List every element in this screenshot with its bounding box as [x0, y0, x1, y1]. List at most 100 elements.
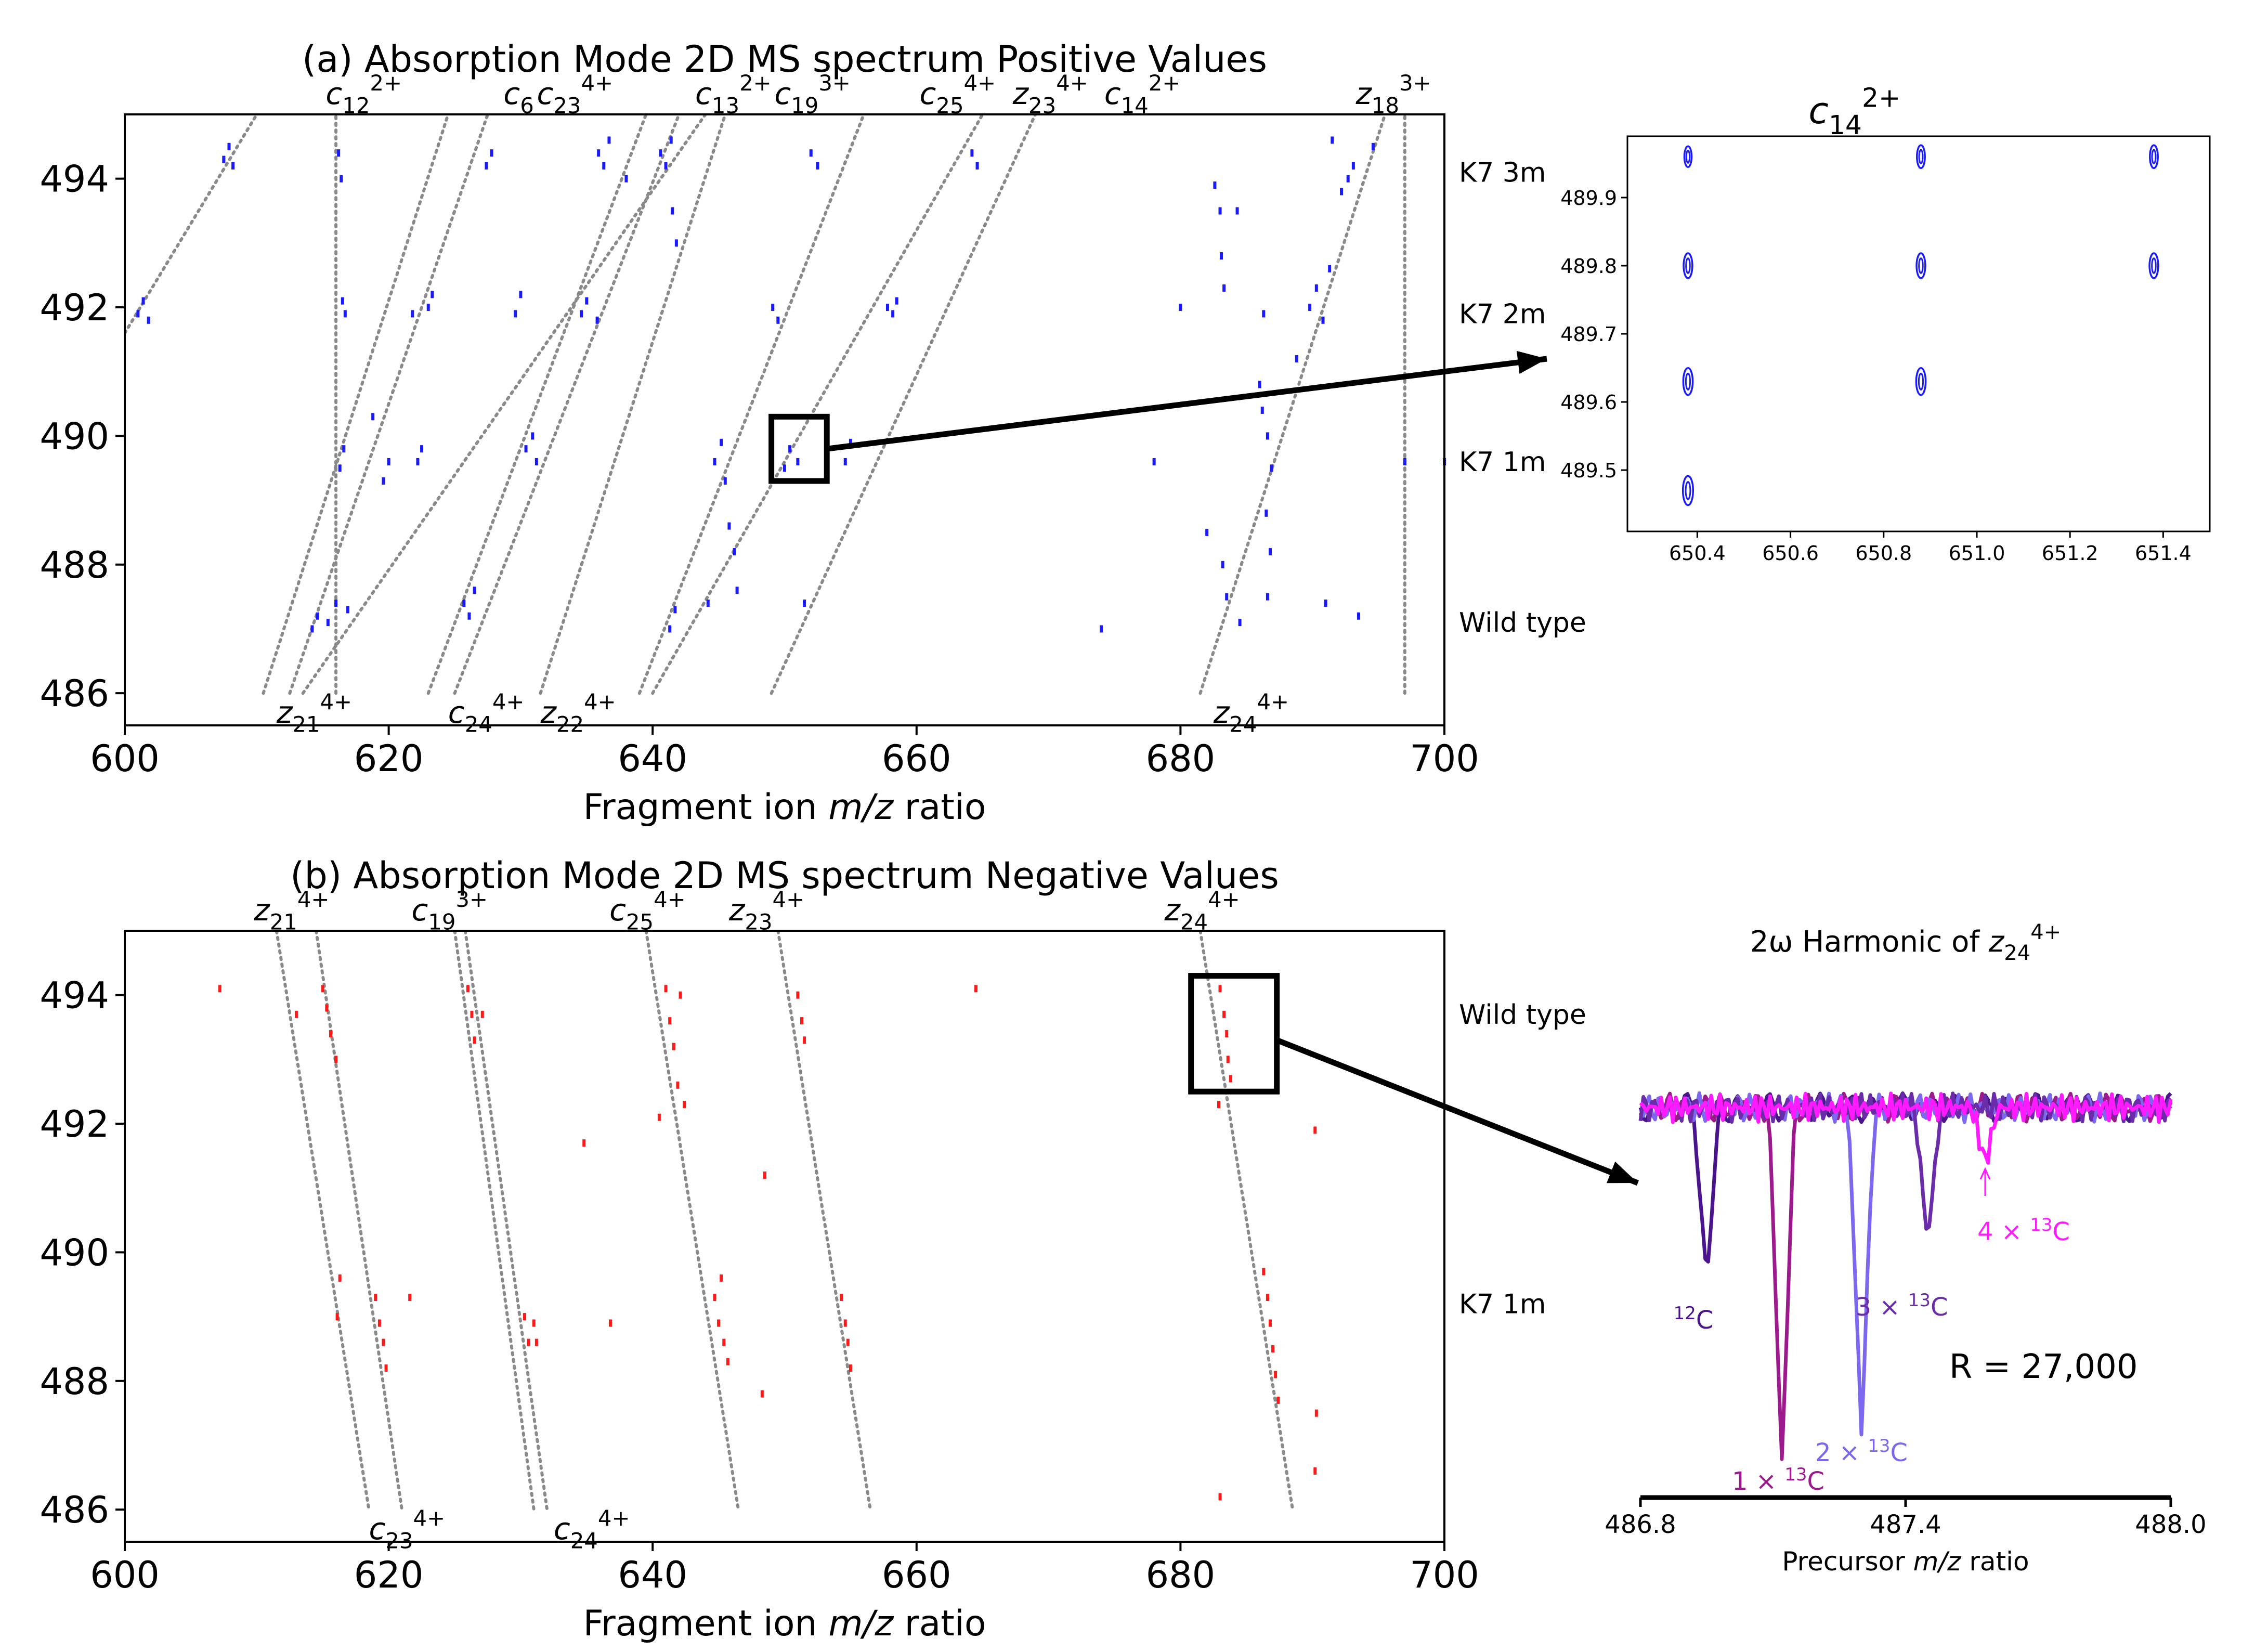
data-point	[1260, 406, 1264, 414]
data-point	[720, 438, 723, 446]
contour-peak	[1915, 367, 1927, 396]
data-point	[467, 612, 471, 620]
data-point	[1276, 1396, 1280, 1404]
contour-peak	[1683, 252, 1693, 279]
x-tick-label: 620	[354, 737, 424, 780]
y-tick-label: 494	[40, 974, 109, 1017]
bottom-ion-label: c244+	[448, 689, 525, 737]
bottom-ion-label: c234+	[369, 1505, 446, 1554]
data-point	[329, 1030, 332, 1037]
data-point	[669, 136, 673, 144]
harmonic-trace	[1639, 1091, 2173, 1165]
data-point	[760, 1390, 764, 1398]
data-point	[519, 291, 523, 298]
data-point	[1238, 619, 1242, 627]
peak-label: 2 × 13C	[1815, 1436, 1908, 1467]
data-point	[1225, 593, 1229, 601]
data-point	[597, 149, 601, 157]
data-point	[1340, 188, 1344, 196]
data-point	[771, 304, 775, 311]
data-point	[470, 1010, 474, 1018]
data-point	[726, 1358, 729, 1365]
x-axis-label: Fragment ion m/z ratio	[583, 1603, 986, 1644]
data-point	[783, 464, 786, 472]
x-tick-label: 680	[1146, 1554, 1216, 1596]
data-point	[1265, 509, 1268, 517]
data-point	[466, 985, 470, 993]
data-point	[1218, 207, 1222, 215]
y-tick-label: 490	[40, 1231, 109, 1274]
inset-title: 2ω Harmonic of z244+	[1750, 920, 2061, 965]
data-points	[136, 136, 1446, 633]
data-point	[377, 1319, 381, 1327]
top-ion-label: c193+	[774, 70, 851, 119]
data-point	[141, 297, 145, 305]
data-point	[657, 1113, 661, 1121]
data-point	[531, 432, 535, 440]
data-point	[974, 985, 978, 993]
fragment-line	[453, 114, 681, 695]
y-tick-label: 492	[40, 1103, 109, 1146]
fragment-line	[637, 114, 866, 695]
plot-frame	[124, 930, 1445, 1543]
contour-peak-inner	[1685, 149, 1691, 164]
data-point	[809, 149, 813, 157]
data-point	[727, 522, 731, 530]
data-point	[1266, 593, 1269, 601]
chart-title: (b) Absorption Mode 2D MS spectrum Negat…	[290, 854, 1279, 897]
x-tick-label: 700	[1410, 737, 1479, 780]
data-point	[1213, 181, 1217, 189]
data-point	[796, 991, 800, 999]
data-point	[371, 413, 375, 421]
harmonic-trace	[1638, 1091, 2172, 1231]
data-point	[803, 1036, 806, 1044]
data-point	[849, 438, 852, 446]
peak-label: 1 × 13C	[1732, 1464, 1824, 1496]
data-point	[340, 175, 343, 183]
data-point	[335, 1313, 339, 1321]
data-point	[683, 1100, 686, 1108]
data-point	[843, 1319, 847, 1327]
peak-arrowhead	[1979, 1167, 1991, 1180]
data-point	[480, 1010, 484, 1018]
data-point	[1225, 1030, 1229, 1037]
data-point	[891, 310, 895, 318]
contour-peak	[2148, 252, 2159, 279]
x-axis-label: Precursor m/z ratio	[1782, 1546, 2029, 1577]
data-point	[1268, 548, 1272, 556]
top-ion-label: z214+	[253, 887, 329, 935]
data-point	[416, 458, 420, 465]
data-point	[673, 606, 677, 614]
data-point	[975, 162, 979, 170]
x-tick-label: 651.2	[2042, 542, 2098, 565]
data-point	[674, 239, 678, 247]
data-point	[1262, 1268, 1266, 1276]
data-point	[338, 464, 342, 472]
inset-frame	[1626, 135, 2211, 532]
y-tick-label: 488	[40, 544, 109, 587]
y-tick-label: 489.5	[1560, 459, 1617, 482]
data-point	[1220, 252, 1223, 260]
fragment-line	[453, 931, 536, 1512]
x-tick-label: 640	[618, 1554, 687, 1596]
top-ion-label: z244+	[1164, 887, 1240, 935]
data-point	[664, 162, 668, 170]
x-tick-label: 700	[1410, 1554, 1479, 1596]
data-point	[1218, 985, 1222, 993]
data-point	[346, 606, 349, 614]
fragment-line	[463, 931, 549, 1512]
contour-peak-inner	[1918, 372, 1924, 391]
top-ion-label: z234+	[1012, 70, 1088, 119]
y-tick-label: 486	[40, 672, 109, 715]
data-point	[580, 310, 583, 318]
data-point	[803, 600, 806, 607]
data-point	[1266, 1294, 1269, 1301]
data-point	[1313, 1467, 1317, 1475]
fragment-line	[644, 931, 740, 1512]
inset-c14-chart: c142+ 650.4 650.6 650.8 651.0 651.2 651.4 489.5…	[1560, 83, 2211, 565]
data-point	[846, 1338, 850, 1346]
x-tick-label: 488.0	[2135, 1510, 2206, 1539]
bottom-ion-label: z244+	[1213, 689, 1289, 737]
data-point	[672, 1043, 675, 1050]
